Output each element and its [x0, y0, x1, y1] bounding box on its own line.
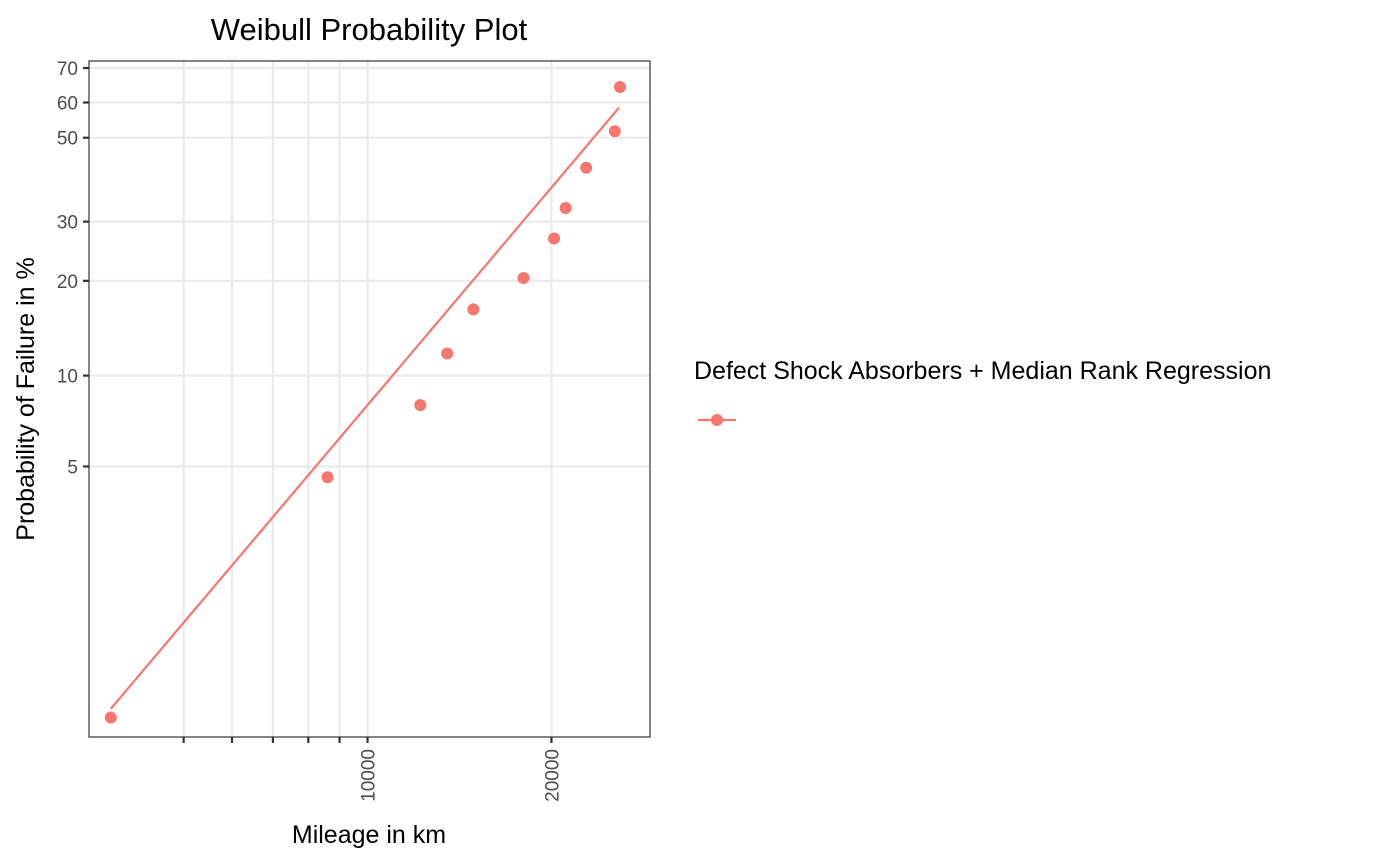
data-point	[321, 471, 334, 484]
data-point	[608, 125, 621, 138]
x-tick-label: 20000	[542, 749, 563, 802]
data-point	[548, 232, 561, 245]
legend-title: Defect Shock Absorbers + Median Rank Reg…	[694, 357, 1271, 385]
y-axis: 5 10 20 30 50 60 70	[57, 59, 89, 478]
data-point	[414, 399, 427, 412]
legend: Defect Shock Absorbers + Median Rank Reg…	[694, 357, 1271, 426]
x-axis-title: Mileage in km	[292, 821, 446, 849]
regression-line	[109, 106, 620, 710]
y-tick-label: 20	[57, 272, 78, 293]
y-tick-label: 30	[57, 213, 78, 234]
data-point	[441, 347, 454, 360]
y-tick-label: 60	[57, 94, 78, 115]
data-points	[104, 81, 627, 724]
x-axis: 10000 20000	[182, 737, 563, 802]
data-point	[467, 303, 480, 316]
data-point	[614, 81, 627, 94]
y-tick-label: 50	[57, 129, 78, 150]
data-point	[104, 711, 117, 724]
x-tick-label: 10000	[359, 749, 380, 802]
data-point	[517, 272, 530, 285]
chart-title: Weibull Probability Plot	[211, 12, 528, 47]
data-point	[559, 201, 572, 214]
plot-panel	[88, 60, 651, 738]
y-tick-label: 5	[67, 457, 78, 478]
y-axis-title: Probability of Failure in %	[12, 257, 40, 540]
grid-lines	[89, 61, 650, 737]
y-tick-label: 70	[57, 59, 78, 80]
legend-key-point	[711, 414, 723, 426]
y-tick-label: 10	[57, 367, 78, 388]
data-point	[580, 161, 593, 174]
